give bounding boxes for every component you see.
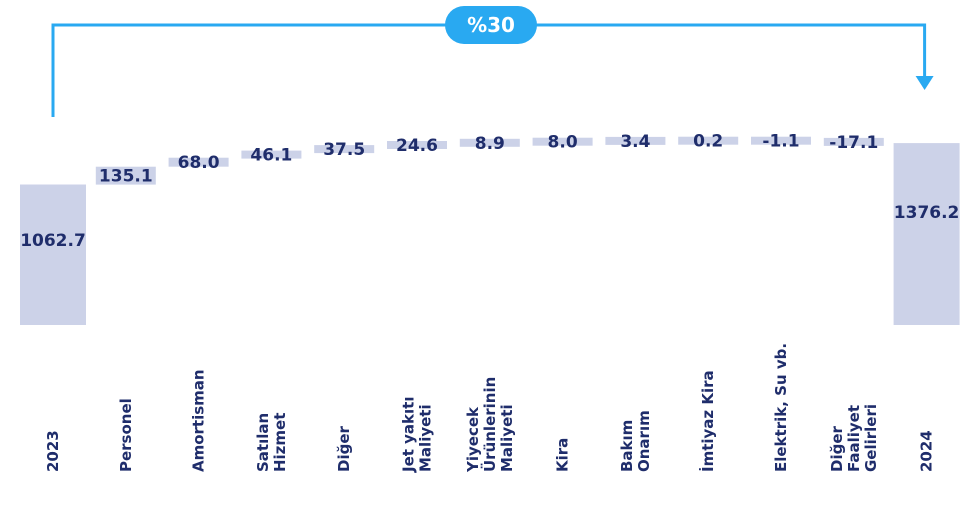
value-label-2: 68.0	[178, 153, 220, 173]
bar-10	[751, 136, 811, 145]
value-label-12: 1376.2	[894, 203, 960, 223]
category-label-8: Bakım Onarım	[618, 410, 653, 472]
category-label-line: Satılan	[254, 413, 272, 472]
value-label-6: 8.9	[475, 134, 505, 154]
category-label-line: Kira	[554, 438, 572, 472]
change-badge	[445, 6, 537, 44]
category-label-line: Maliyeti	[417, 404, 435, 472]
category-label-0: 2023	[44, 430, 62, 472]
category-label-line: İmtiyaz Kira	[698, 370, 717, 472]
category-label-line: Diğer	[335, 425, 353, 472]
category-label-line: Yiyecek	[464, 406, 482, 473]
category-label-line: Bakım	[618, 420, 636, 472]
category-label-9: İmtiyaz Kira	[698, 370, 717, 472]
value-label-9: 0.2	[693, 132, 723, 152]
bars-layer	[20, 136, 960, 325]
category-label-4: Diğer	[335, 425, 353, 472]
category-label-line: Faaliyet	[845, 405, 863, 472]
category-label-line: Personel	[117, 398, 135, 472]
value-label-1: 135.1	[99, 167, 153, 187]
value-label-4: 37.5	[323, 140, 365, 160]
category-label-line: Hizmet	[271, 413, 289, 472]
category-label-line: Diğer	[828, 425, 846, 472]
category-label-11: Diğer Faaliyet Gelirleri	[828, 404, 880, 472]
category-label-line: Maliyeti	[498, 404, 516, 472]
bar-9	[678, 136, 739, 145]
bar-4	[314, 145, 375, 154]
change-connector: %30	[51, 6, 934, 117]
category-label-10: Elektrik, Su vb.	[772, 343, 790, 472]
bar-2	[168, 157, 229, 167]
bar-12	[893, 143, 960, 325]
value-label-3: 46.1	[250, 146, 292, 166]
value-label-0: 1062.7	[20, 231, 86, 251]
bar-11	[823, 137, 884, 146]
value-label-11: -17.1	[829, 133, 878, 153]
value-label-10: -1.1	[762, 132, 799, 152]
category-label-7: Kira	[554, 438, 572, 472]
category-label-line: 2024	[918, 430, 936, 472]
category-label-line: Amortisman	[190, 369, 208, 472]
category-label-3: Satılan Hizmet	[254, 413, 289, 472]
connector-arrowhead	[915, 76, 934, 90]
bar-6	[459, 138, 520, 147]
category-label-12: 2024	[918, 430, 936, 472]
category-label-line: Onarım	[635, 410, 653, 472]
change-badge-label: %30	[467, 13, 515, 37]
value-label-8: 3.4	[620, 132, 650, 152]
bar-1	[95, 166, 156, 185]
category-label-line: Elektrik, Su vb.	[772, 343, 790, 472]
category-label-1: Personel	[117, 398, 135, 472]
category-label-5: Jet yakıtı Maliyeti	[400, 397, 435, 473]
value-label-7: 8.0	[548, 133, 578, 153]
bar-8	[605, 136, 666, 145]
category-label-line: 2023	[44, 430, 62, 472]
category-label-2: Amortisman	[190, 369, 208, 472]
category-label-line: Gelirleri	[862, 404, 880, 472]
bar-0	[20, 184, 86, 325]
category-label-line: Jet yakıtı	[400, 397, 418, 473]
value-labels-layer: 1062.7 135.1 68.0 46.1 37.5 24.6 8.9 8.0 3.4 0.2 -…	[20, 132, 959, 251]
value-label-5: 24.6	[396, 136, 438, 156]
category-labels-layer: 2023 Personel Amortisman Satılan Hizmet Diğer…	[44, 343, 936, 473]
bar-3	[241, 150, 302, 159]
category-label-6: Yiyecek Ürünlerinin Maliyeti	[464, 377, 516, 473]
category-label-line: Ürünlerinin	[480, 377, 499, 472]
bar-7	[532, 137, 593, 146]
bar-5	[387, 141, 447, 149]
